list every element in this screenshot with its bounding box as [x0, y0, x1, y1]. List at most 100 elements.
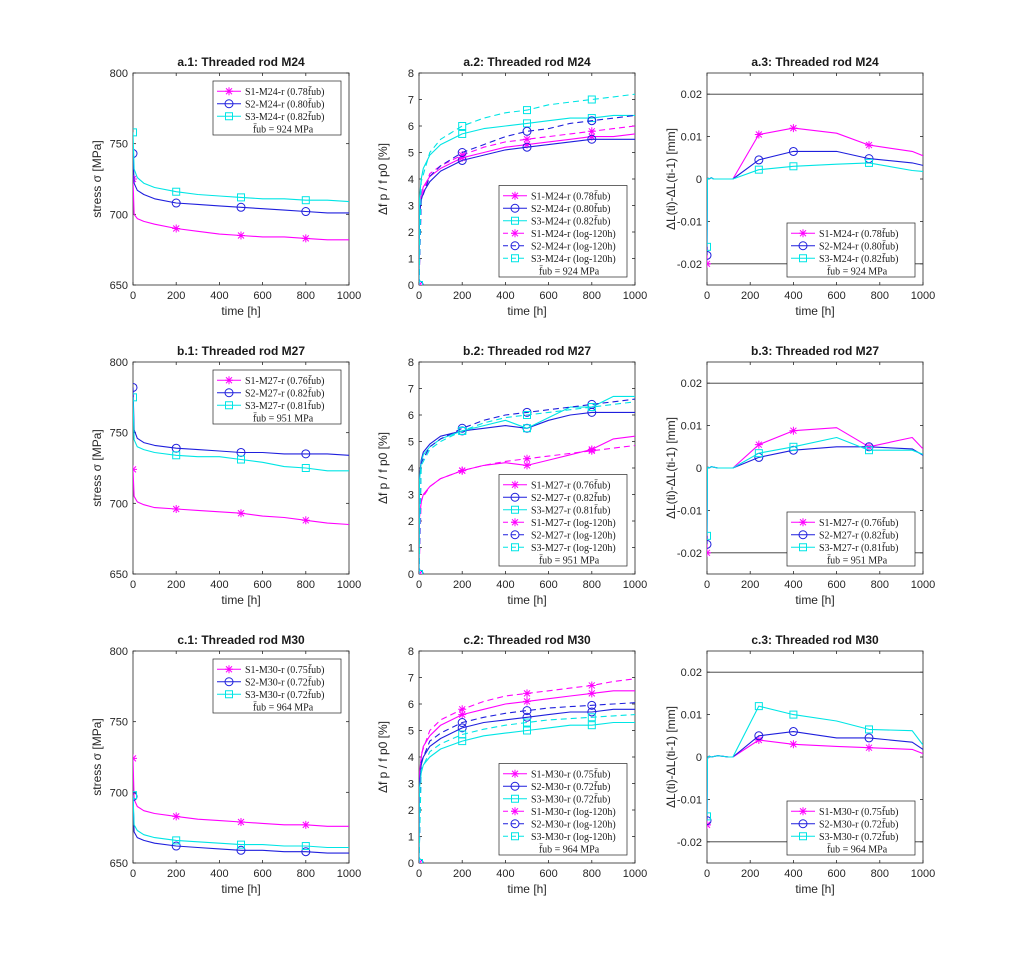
data-point [587, 127, 596, 136]
y-tick-label: 700 [110, 787, 128, 799]
y-tick-label: 7 [408, 673, 414, 685]
x-tick-label: 800 [297, 579, 315, 591]
x-tick-label: 800 [871, 290, 889, 302]
x-tick-label: 0 [130, 290, 136, 302]
y-tick-label: 650 [110, 858, 128, 870]
x-axis-label: time [h] [795, 593, 834, 607]
data-point [587, 403, 596, 412]
data-point [458, 705, 467, 714]
y-axis-label: stress σ [MPa] [90, 429, 104, 506]
legend: S1-M27-r (0.76f̄ub)S2-M27-r (0.82f̄ub)S3… [212, 369, 342, 425]
y-axis-label: ΔL(ti)-ΔL(ti-1) [mm] [664, 128, 678, 230]
legend-marker [510, 203, 520, 213]
x-tick-label: 600 [253, 290, 271, 302]
chart-a2: a.2: Threaded rod M24 0 200 400 600 800 1000 0 1… [376, 55, 647, 318]
data-point [707, 812, 711, 821]
plot-area [707, 124, 923, 268]
data-point [707, 539, 712, 549]
y-tick-label: -0.01 [677, 216, 702, 228]
y-tick-label: 750 [110, 139, 128, 151]
data-point [458, 129, 467, 138]
data-point [236, 202, 246, 212]
chart-title: c.2: Threaded rod M30 [463, 633, 591, 647]
y-tick-label: -0.01 [677, 505, 702, 517]
legend-entry: S3-M27-r (0.81f̄ub) [819, 541, 898, 553]
x-tick-label: 1000 [623, 579, 647, 591]
x-tick-label: 400 [784, 579, 802, 591]
data-point [587, 132, 596, 141]
legend-marker [510, 530, 520, 540]
chart-title: b.2: Threaded rod M27 [463, 344, 591, 358]
legend-marker [511, 518, 519, 527]
data-point [133, 128, 137, 137]
y-tick-label: 1 [408, 254, 414, 266]
y-tick-label: 3 [408, 201, 414, 213]
data-point [523, 697, 531, 706]
data-point [237, 455, 245, 464]
x-tick-label: 200 [741, 290, 759, 302]
data-point [301, 234, 310, 243]
x-axis-label: time [h] [221, 593, 260, 607]
data-point [523, 461, 531, 470]
legend-entry: S2-M27-r (0.82f̄ub) [245, 387, 324, 399]
legend: S1-M27-r (0.76f̄ub)S2-M27-r (0.82f̄ub)S3… [498, 474, 628, 567]
data-point [236, 845, 246, 855]
data-point [458, 466, 467, 475]
series-line [419, 395, 635, 574]
y-tick-label: 700 [110, 209, 128, 221]
data-point [754, 165, 763, 174]
y-tick-label: 0 [408, 569, 414, 581]
legend: S1-M30-r (0.75f̄ub)S2-M30-r (0.72f̄ub)S3… [786, 800, 916, 856]
y-tick-label: 800 [110, 68, 128, 80]
legend-entry: S3-M27-r (0.81f̄ub) [531, 504, 610, 516]
x-tick-label: 800 [297, 290, 315, 302]
y-axis-label: ΔL(ti)-ΔL(ti-1) [mm] [664, 706, 678, 808]
legend-entry: S1-M27-r (0.76f̄ub) [819, 516, 898, 528]
series-line [707, 705, 923, 817]
data-point [301, 449, 311, 459]
y-tick-label: 750 [110, 428, 128, 440]
legend-entry: S2-M30-r (0.72f̄ub) [245, 676, 324, 688]
series-line [419, 690, 635, 863]
x-tick-label: 400 [210, 579, 228, 591]
y-tick-label: 7 [408, 384, 414, 396]
data-point [789, 124, 798, 133]
legend-box [786, 511, 916, 567]
y-tick-label: 0.02 [681, 667, 702, 679]
legend-marker [225, 87, 233, 96]
legend-entry: S3-M30-r (0.72f̄ub) [531, 793, 610, 805]
data-point [865, 725, 873, 734]
legend-box [786, 800, 916, 856]
x-tick-label: 400 [496, 868, 514, 880]
legend-entry: S3-M30-r (0.72f̄ub) [819, 830, 898, 842]
x-tick-label: 200 [167, 868, 185, 880]
series-line [419, 93, 635, 285]
data-point [458, 710, 467, 719]
legend-marker [511, 480, 519, 489]
plot-area [133, 128, 349, 243]
chart-title: a.3: Threaded rod M24 [751, 55, 879, 69]
legend-entry: S3-M24-r (0.82f̄ub) [531, 215, 610, 227]
legend-entry: S3-M27-r (log-120h) [531, 543, 616, 554]
x-tick-label: 800 [871, 579, 889, 591]
y-tick-label: 650 [110, 569, 128, 581]
data-point [133, 393, 137, 402]
data-point [237, 193, 245, 202]
legend-entry: S2-M27-r (0.82f̄ub) [531, 491, 610, 503]
legend-marker [798, 241, 808, 251]
chart-title: c.3: Threaded rod M30 [751, 633, 879, 647]
legend-entry: S1-M30-r (0.75f̄ub) [245, 663, 324, 675]
legend-entry: S3-M30-r (log-120h) [531, 832, 616, 843]
legend: S1-M24-r (0.78f̄ub)S2-M24-r (0.80f̄ub)S3… [212, 80, 342, 136]
y-tick-label: 8 [408, 646, 414, 658]
y-tick-label: 3 [408, 779, 414, 791]
data-point [458, 730, 467, 739]
data-point [172, 812, 181, 821]
x-tick-label: 0 [416, 290, 422, 302]
legend-marker [225, 112, 233, 121]
x-tick-label: 1000 [911, 579, 935, 591]
series-line [419, 444, 635, 574]
y-tick-label: 4 [408, 463, 414, 475]
x-tick-label: 400 [210, 868, 228, 880]
legend-marker [511, 229, 519, 238]
